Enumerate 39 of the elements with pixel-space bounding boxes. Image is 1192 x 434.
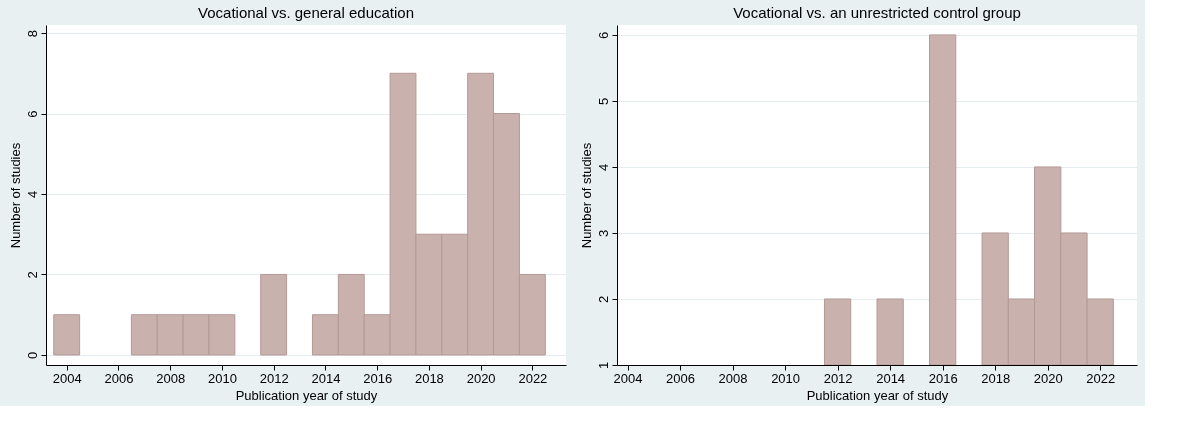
y-tick-label: 4 bbox=[24, 190, 40, 199]
x-tick-label: 2008 bbox=[156, 370, 186, 386]
x-tick-label: 2022 bbox=[518, 370, 548, 386]
y-tick-label: 2 bbox=[24, 271, 40, 279]
x-axis-title: Publication year of study bbox=[806, 387, 949, 403]
y-tick-label: 3 bbox=[595, 229, 611, 238]
y-tick-label: 2 bbox=[595, 295, 611, 304]
chart-title: Vocational vs. general education bbox=[198, 4, 414, 21]
y-tick-label: 4 bbox=[595, 163, 611, 172]
x-tick-label: 2004 bbox=[52, 370, 82, 386]
y-axis-title: Number of studies bbox=[578, 142, 594, 249]
x-tick-label: 2020 bbox=[1033, 370, 1063, 386]
y-axis-title: Number of studies bbox=[7, 142, 23, 249]
x-tick-label: 2006 bbox=[666, 370, 695, 386]
x-tick-label: 2010 bbox=[207, 370, 237, 386]
y-tick-label: 1 bbox=[595, 361, 611, 370]
y-tick-label: 0 bbox=[24, 351, 40, 360]
x-tick-label: 2020 bbox=[466, 370, 496, 386]
x-tick-label: 2012 bbox=[259, 370, 289, 386]
y-tick-label: 8 bbox=[24, 29, 40, 38]
x-tick-label: 2004 bbox=[613, 370, 643, 386]
x-tick-label: 2022 bbox=[1086, 370, 1116, 386]
x-tick-label: 2014 bbox=[876, 370, 906, 386]
x-tick-label: 2010 bbox=[771, 370, 801, 386]
x-tick-label: 2008 bbox=[718, 370, 748, 386]
x-tick-label: 2012 bbox=[823, 370, 853, 386]
x-tick-label: 2018 bbox=[414, 370, 444, 386]
y-tick-label: 6 bbox=[24, 110, 40, 118]
chart-title: Vocational vs. an unrestricted control group bbox=[733, 4, 1021, 21]
bar bbox=[53, 314, 81, 356]
bar bbox=[260, 273, 288, 356]
y-tick-label: 5 bbox=[595, 97, 611, 106]
x-tick-label: 2016 bbox=[363, 370, 393, 386]
x-tick-label: 2016 bbox=[928, 370, 958, 386]
x-tick-label: 2006 bbox=[104, 370, 134, 386]
x-axis-title: Publication year of study bbox=[235, 387, 378, 403]
y-tick-label: 6 bbox=[595, 31, 611, 40]
x-tick-label: 2018 bbox=[981, 370, 1011, 386]
x-tick-label: 2014 bbox=[311, 370, 341, 386]
